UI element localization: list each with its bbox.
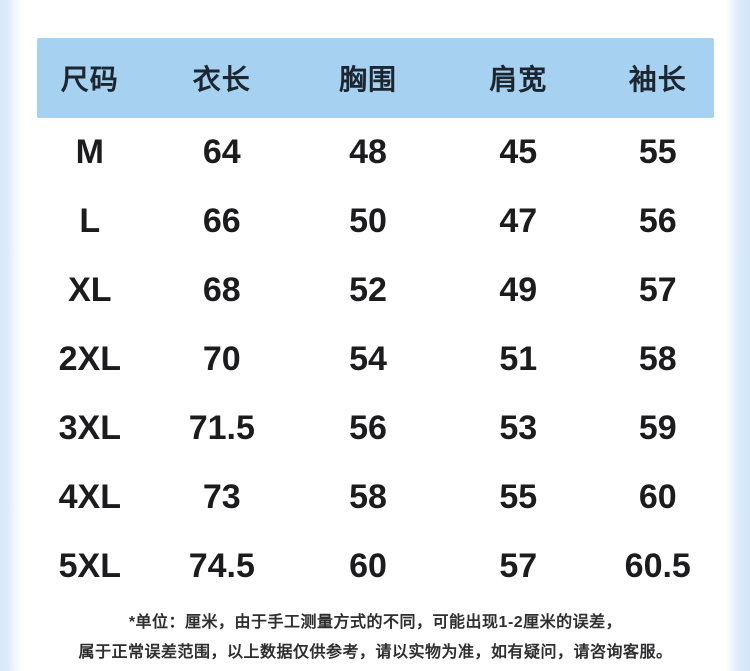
table-row-4xl: 4XL 73 58 55 60 bbox=[37, 463, 714, 532]
value-sleeve-length: 60 bbox=[638, 478, 677, 516]
column-header-bust: 胸围 bbox=[339, 64, 398, 95]
value-bust: 56 bbox=[349, 409, 387, 447]
value-garment-length: 74.5 bbox=[188, 547, 255, 585]
table-body: M 64 48 45 55 L 66 50 47 56 XL 68 52 49 57 2XL 70 54 51 58 3… bbox=[37, 118, 714, 601]
value-garment-length: 73 bbox=[202, 478, 241, 516]
value-garment-length: 70 bbox=[202, 340, 241, 378]
value-garment-length: 64 bbox=[202, 133, 241, 171]
value-sleeve-length: 57 bbox=[638, 271, 677, 309]
value-garment-length: 71.5 bbox=[188, 409, 255, 447]
size-label: 3XL bbox=[58, 409, 121, 447]
value-sleeve-length: 60.5 bbox=[624, 547, 691, 585]
value-shoulder-width: 49 bbox=[499, 271, 538, 309]
column-header-sleeve-length: 袖长 bbox=[628, 64, 687, 95]
value-bust: 48 bbox=[349, 133, 387, 171]
value-shoulder-width: 47 bbox=[499, 202, 538, 240]
size-label: 5XL bbox=[58, 547, 121, 585]
table-row-m: M 64 48 45 55 bbox=[37, 118, 714, 187]
value-sleeve-length: 56 bbox=[638, 202, 677, 240]
value-shoulder-width: 51 bbox=[499, 340, 538, 378]
value-garment-length: 66 bbox=[202, 202, 241, 240]
note-line-2: 属于正常误差范围，以上数据仅供参考，请以实物为准，如有疑问，请咨询客服。 bbox=[78, 644, 673, 661]
value-shoulder-width: 53 bbox=[499, 409, 538, 447]
table-row-2xl: 2XL 70 54 51 58 bbox=[37, 325, 714, 394]
value-sleeve-length: 55 bbox=[638, 133, 677, 171]
value-bust: 52 bbox=[349, 271, 387, 309]
size-label: M bbox=[75, 133, 104, 171]
table-row-5xl: 5XL 74.5 60 57 60.5 bbox=[37, 532, 714, 601]
table-row-xl: XL 68 52 49 57 bbox=[37, 256, 714, 325]
column-header-size: 尺码 bbox=[60, 64, 119, 95]
value-sleeve-length: 59 bbox=[638, 409, 677, 447]
value-bust: 54 bbox=[349, 340, 387, 378]
size-label: 4XL bbox=[58, 478, 121, 516]
note-line-1: *单位：厘米，由于手工测量方式的不同，可能出现1-2厘米的误差， bbox=[128, 614, 623, 631]
value-shoulder-width: 55 bbox=[499, 478, 538, 516]
size-label: XL bbox=[68, 271, 112, 309]
value-sleeve-length: 58 bbox=[638, 340, 677, 378]
value-shoulder-width: 45 bbox=[499, 133, 538, 171]
size-label: 2XL bbox=[58, 340, 121, 378]
table-header-row: 尺码 衣长 胸围 肩宽 袖长 bbox=[37, 38, 714, 118]
column-header-garment-length: 衣长 bbox=[192, 64, 251, 95]
value-bust: 58 bbox=[349, 478, 387, 516]
size-label: L bbox=[79, 202, 101, 240]
table-row-3xl: 3XL 71.5 56 53 59 bbox=[37, 394, 714, 463]
table-row-l: L 66 50 47 56 bbox=[37, 187, 714, 256]
value-bust: 50 bbox=[349, 202, 387, 240]
value-bust: 60 bbox=[349, 547, 387, 585]
measurement-note: *单位：厘米，由于手工测量方式的不同，可能出现1-2厘米的误差， 属于正常误差范… bbox=[37, 608, 714, 668]
column-header-shoulder-width: 肩宽 bbox=[489, 64, 548, 95]
value-shoulder-width: 57 bbox=[499, 547, 538, 585]
value-garment-length: 68 bbox=[202, 271, 241, 309]
